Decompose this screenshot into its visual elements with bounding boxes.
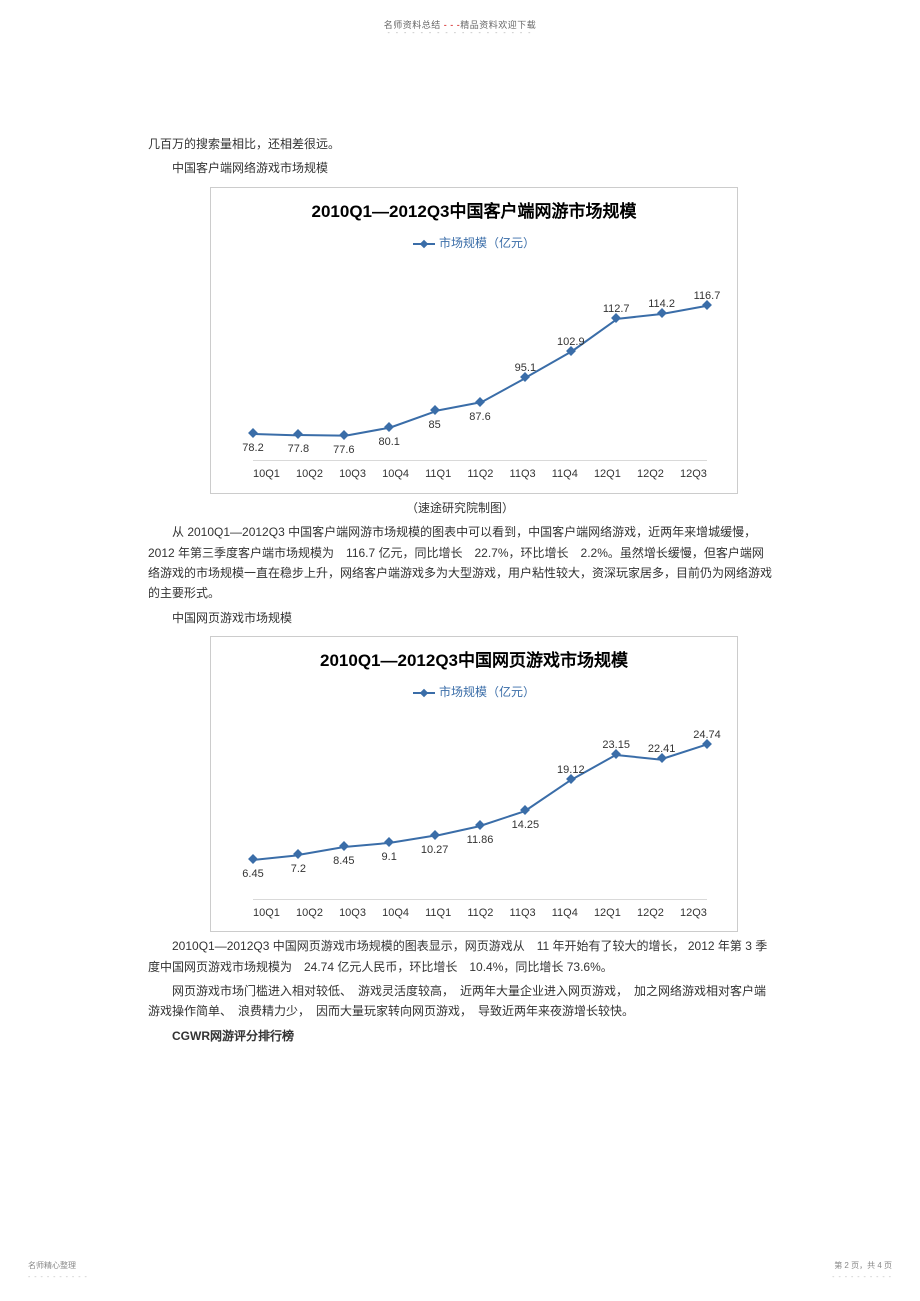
chart-data-label: 85 bbox=[428, 416, 440, 435]
chart-x-tick: 11Q3 bbox=[510, 465, 536, 484]
footer-left: 名师精心整理 bbox=[28, 1260, 76, 1271]
chart-data-label: 77.8 bbox=[288, 440, 309, 459]
chart-data-point bbox=[248, 428, 258, 438]
chart-x-tick: 12Q2 bbox=[637, 465, 664, 484]
legend-line-icon bbox=[413, 692, 435, 694]
chart-x-tick: 10Q2 bbox=[296, 465, 323, 484]
intro-line: 几百万的搜索量相比，还相差很远。 bbox=[148, 134, 772, 154]
chart-data-point bbox=[384, 422, 394, 432]
chart2-legend-text: 市场规模（亿元） bbox=[439, 685, 535, 699]
chart-line-segment bbox=[253, 433, 298, 436]
chart-x-tick: 11Q2 bbox=[467, 465, 493, 484]
chart-data-label: 11.86 bbox=[467, 831, 494, 850]
chart-data-point bbox=[293, 849, 303, 859]
chart-line-segment bbox=[480, 377, 526, 404]
chart-data-point bbox=[339, 841, 349, 851]
header-mid: - - - bbox=[444, 20, 461, 30]
chart-x-tick: 12Q3 bbox=[680, 465, 707, 484]
chart-x-tick: 10Q4 bbox=[382, 465, 409, 484]
section-heading-1: 中国客户端网络游戏市场规模 bbox=[148, 158, 772, 178]
chart1-caption: （速途研究院制图） bbox=[148, 498, 772, 518]
chart-data-label: 102.9 bbox=[557, 333, 585, 352]
chart-web-games: 2010Q1—2012Q3中国网页游戏市场规模 市场规模（亿元） 6.45 7.2… bbox=[210, 636, 738, 932]
section-heading-3: CGWR网游评分排行榜 bbox=[148, 1026, 772, 1046]
chart-data-label: 95.1 bbox=[515, 359, 536, 378]
chart-data-label: 112.7 bbox=[603, 300, 630, 319]
chart-x-tick: 10Q2 bbox=[296, 904, 323, 923]
chart-data-label: 7.2 bbox=[291, 860, 306, 879]
chart1-legend: 市场规模（亿元） bbox=[211, 233, 737, 253]
chart-x-tick: 12Q1 bbox=[594, 465, 621, 484]
chart-data-label: 10.27 bbox=[421, 841, 449, 860]
footer-right: 第 2 页，共 4 页 bbox=[834, 1260, 892, 1271]
chart-data-point bbox=[430, 830, 440, 840]
chart-client-games: 2010Q1—2012Q3中国客户端网游市场规模 市场规模（亿元） 78.2 77… bbox=[210, 187, 738, 494]
chart-data-label: 23.15 bbox=[602, 736, 630, 755]
legend-line-icon bbox=[413, 243, 435, 245]
chart1-x-labels: 10Q1 10Q2 10Q3 10Q4 11Q1 11Q2 11Q3 11Q4 12Q1 12Q2… bbox=[253, 465, 707, 484]
chart-data-point bbox=[339, 430, 349, 440]
paragraph-1: 从 2010Q1—2012Q3 中国客户端网游市场规模的图表中可以看到，中国客户… bbox=[148, 522, 772, 604]
chart2-title: 2010Q1—2012Q3中国网页游戏市场规模 bbox=[211, 637, 737, 676]
chart-x-tick: 10Q3 bbox=[339, 465, 366, 484]
chart-data-label: 87.6 bbox=[469, 408, 490, 427]
chart-data-point bbox=[475, 820, 485, 830]
paragraph-3: 网页游戏市场门槛进入相对较低、 游戏灵活度较高， 近两年大量企业进入网页游戏， … bbox=[148, 981, 772, 1022]
chart-data-label: 78.2 bbox=[242, 439, 263, 458]
paragraph-2: 2010Q1—2012Q3 中国网页游戏市场规模的图表显示，网页游戏从 11 年… bbox=[148, 936, 772, 977]
header-left: 名师资料总结 bbox=[384, 20, 444, 30]
chart-line-segment bbox=[298, 434, 343, 437]
chart-x-tick: 10Q1 bbox=[253, 904, 280, 923]
chart-data-label: 77.6 bbox=[333, 441, 354, 460]
chart-x-tick: 10Q4 bbox=[382, 904, 409, 923]
chart-data-label: 14.25 bbox=[512, 816, 540, 835]
chart-data-label: 8.45 bbox=[333, 852, 354, 871]
chart-x-tick: 11Q1 bbox=[425, 465, 451, 484]
chart2-x-labels: 10Q1 10Q2 10Q3 10Q4 11Q1 11Q2 11Q3 11Q4 12Q1 12Q2… bbox=[253, 904, 707, 923]
chart1-title: 2010Q1—2012Q3中国客户端网游市场规模 bbox=[211, 188, 737, 227]
chart-data-label: 9.1 bbox=[382, 848, 397, 867]
chart-data-label: 80.1 bbox=[378, 433, 399, 452]
chart-data-point bbox=[475, 397, 485, 407]
chart-data-point bbox=[248, 854, 258, 864]
header-dots: - - - - - - - - - - - - - - - - - - bbox=[0, 30, 920, 37]
chart-data-point bbox=[293, 429, 303, 439]
chart-x-tick: 10Q3 bbox=[339, 904, 366, 923]
chart-x-tick: 11Q1 bbox=[425, 904, 451, 923]
section-heading-2: 中国网页游戏市场规模 bbox=[148, 608, 772, 628]
footer-dots-right: - - - - - - - - - - bbox=[832, 1274, 892, 1281]
chart-data-point bbox=[384, 837, 394, 847]
chart-data-label: 22.41 bbox=[648, 740, 676, 759]
chart-data-label: 19.12 bbox=[557, 761, 585, 780]
chart2-plot-area: 6.457.28.459.110.2711.8614.2519.1223.152… bbox=[253, 710, 707, 900]
chart-data-label: 114.2 bbox=[648, 295, 675, 314]
document-body: 几百万的搜索量相比，还相差很远。 中国客户端网络游戏市场规模 2010Q1—20… bbox=[148, 130, 772, 1046]
header-right: 精品资料欢迎下载 bbox=[460, 20, 536, 30]
chart-x-tick: 11Q3 bbox=[510, 904, 536, 923]
chart-x-tick: 11Q4 bbox=[552, 904, 578, 923]
chart-x-tick: 12Q3 bbox=[680, 904, 707, 923]
chart-x-tick: 10Q1 bbox=[253, 465, 280, 484]
footer-dots-left: - - - - - - - - - - bbox=[28, 1274, 88, 1281]
chart-line-segment bbox=[525, 779, 572, 811]
chart-data-label: 24.74 bbox=[693, 726, 721, 745]
chart-x-tick: 12Q1 bbox=[594, 904, 621, 923]
chart-data-label: 116.7 bbox=[694, 287, 721, 306]
chart-x-tick: 11Q4 bbox=[552, 465, 578, 484]
chart-data-label: 6.45 bbox=[242, 865, 263, 884]
chart1-plot-area: 78.277.877.680.18587.695.1102.9112.7114.… bbox=[253, 261, 707, 461]
chart2-legend: 市场规模（亿元） bbox=[211, 682, 737, 702]
chart-x-tick: 12Q2 bbox=[637, 904, 664, 923]
chart-x-tick: 11Q2 bbox=[467, 904, 493, 923]
chart1-legend-text: 市场规模（亿元） bbox=[439, 236, 535, 250]
